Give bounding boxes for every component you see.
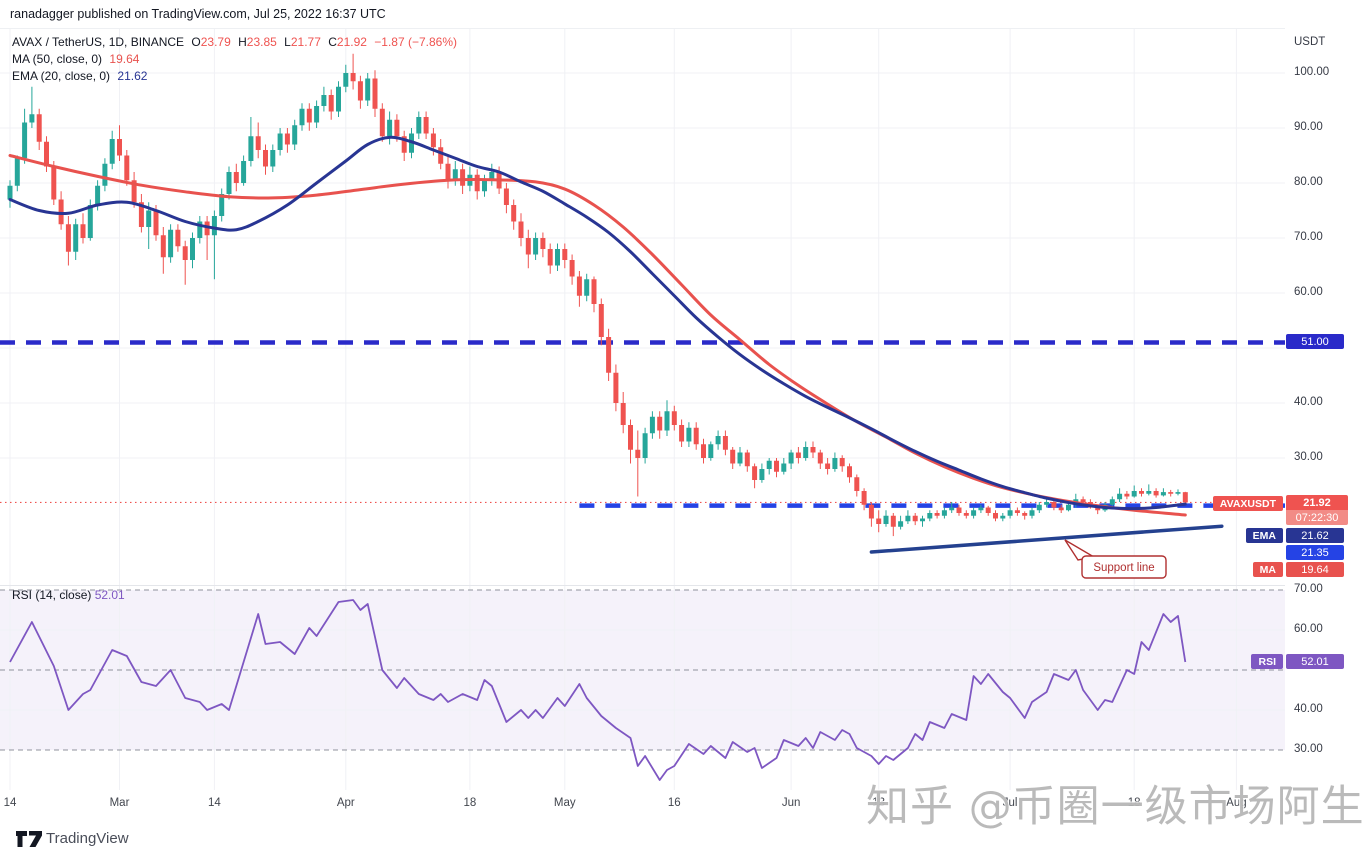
legend-symbol-row: AVAX / TetherUS, 1D, BINANCE O23.79 H23.… [12,34,461,51]
close-label: C [328,35,337,49]
rsi-tick-70.00: 70.00 [1294,583,1323,595]
rsi-tick-40.00: 40.00 [1294,703,1323,715]
rsi-legend: RSI (14, close) 52.01 [12,588,125,602]
tradingview-logo-icon[interactable] [16,831,43,848]
time-tick-16: 16 [667,797,681,809]
time-tick-18: 18 [463,797,477,809]
publish-line: ranadagger published on TradingView.com,… [10,7,386,21]
price-tick-90.00: 90.00 [1294,121,1323,133]
high-value: 23.85 [246,35,277,49]
last-price-badge: 21.92 07:22:30 [1286,495,1348,525]
ema-pane-label: EMA [1245,528,1283,543]
level-51-badge: 51.00 [1286,334,1344,349]
low-value: 21.77 [290,35,321,49]
rsi-tick-60.00: 60.00 [1294,623,1323,635]
support-callout[interactable]: Support line [1064,539,1167,579]
legend-ma-row: MA (50, close, 0) 19.64 [12,51,461,68]
ema-price-badge: 21.62 [1286,528,1344,543]
change-value: −1.87 (−7.86%) [374,35,458,49]
rsi-value: 52.01 [94,588,125,602]
time-tick-Jul: Jul [1002,797,1018,809]
time-tick-Jun: Jun [781,797,801,809]
chart-legend: AVAX / TetherUS, 1D, BINANCE O23.79 H23.… [12,34,461,85]
price-tick-40.00: 40.00 [1294,396,1323,408]
rsi-pane-label: RSI [1251,654,1283,669]
high-label: H [238,35,247,49]
candlestick-series [7,53,1188,537]
open-label: O [191,35,201,49]
bar-countdown: 07:22:30 [1286,510,1348,525]
level-2135-badge: 21.35 [1286,545,1344,560]
time-tick-Aug: Aug [1226,797,1247,809]
ema20-line [8,135,1187,511]
last-price-value: 21.92 [1286,495,1348,510]
ma-label: MA (50, close, 0) [12,52,103,66]
close-value: 21.92 [336,35,367,49]
grid [0,28,1285,790]
ema-value: 21.62 [117,69,148,83]
time-tick-14: 14 [207,797,221,809]
rsi-line [9,599,1187,781]
rsi-value-badge: 52.01 [1286,654,1344,669]
ma50-line [8,154,1187,517]
zhihu-watermark: 知乎 @币圈一级市场阿生 [866,782,1362,832]
ma-price-badge: 19.64 [1286,562,1344,577]
time-tick-May: May [553,797,576,809]
price-scale[interactable]: USDT 100.00 90.00 80.00 70.00 60.00 40.00 30.0… [1285,28,1362,790]
time-tick-18: 18 [1127,797,1141,809]
time-tick-Apr: Apr [336,797,355,809]
price-tick-60.00: 60.00 [1294,286,1323,298]
price-tick-100.00: 100.00 [1294,66,1330,78]
ma-value: 19.64 [109,52,140,66]
currency-label: USDT [1294,36,1326,48]
rsi-label: RSI (14, close) [12,588,92,602]
low-label: L [284,35,291,49]
support-trendline[interactable] [869,524,1224,554]
time-tick-13: 13 [872,797,886,809]
price-tick-80.00: 80.00 [1294,176,1323,188]
support-callout-label: Support line [1093,562,1154,574]
ema-label: EMA (20, close, 0) [12,69,111,83]
ma-pane-label: MA [1252,562,1283,577]
tradingview-brand-text[interactable]: TradingView [46,830,129,847]
time-tick-14: 14 [3,797,17,809]
legend-ema-row: EMA (20, close, 0) 21.62 [12,68,461,85]
price-tick-30.00: 30.00 [1294,451,1323,463]
time-tick-Mar: Mar [109,797,130,809]
time-scale[interactable]: 14 Mar 14 Apr 18 May 16 Jun 13 Jul 18 Aug [0,790,1362,822]
open-value: 23.79 [200,35,231,49]
symbol-title: AVAX / TetherUS, 1D, BINANCE [12,35,185,49]
price-tick-70.00: 70.00 [1294,231,1323,243]
footer-bar: TradingView [0,822,1362,857]
rsi-tick-30.00: 30.00 [1294,743,1323,755]
symbol-pane-label: AVAXUSDT [1212,496,1283,511]
